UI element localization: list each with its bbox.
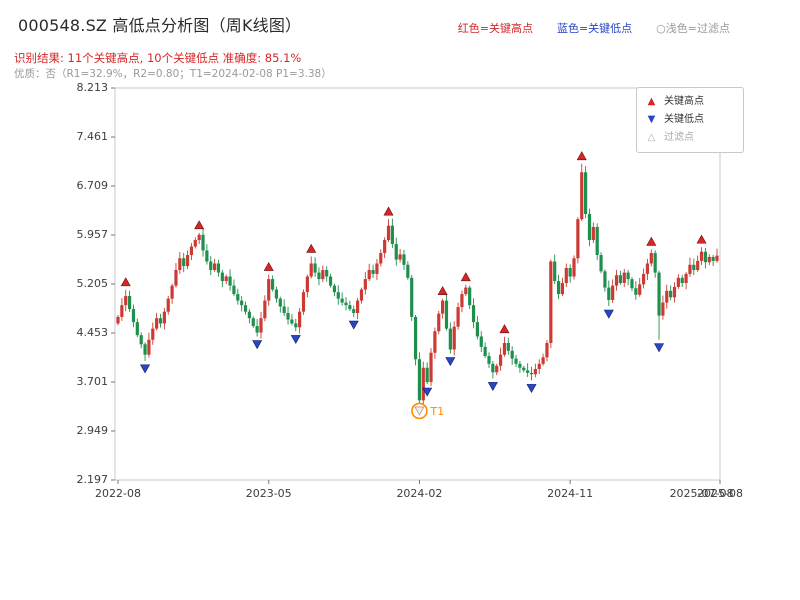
hollow-triangle-icon: △ [647, 132, 656, 143]
key-high-marker [646, 236, 657, 246]
key-high-marker [306, 243, 317, 253]
x-tick-label: 2025-07-08 [669, 487, 734, 500]
key-low-marker [654, 343, 665, 353]
x-tick-label: 2023-05 [245, 487, 292, 500]
y-tick-label: 5.957 [76, 228, 109, 241]
x-tick-label: 2024-02 [396, 487, 443, 500]
x-tick-label: 2024-11 [547, 487, 594, 500]
x-tick-label: 2022-08 [95, 487, 141, 500]
t1-highlight-circle [411, 402, 428, 420]
legend-item-label: 过滤点 [664, 132, 694, 143]
key-low-marker [348, 320, 359, 330]
key-low-marker [445, 357, 456, 367]
key-high-marker [576, 151, 587, 161]
y-tick-label: 6.709 [76, 179, 109, 192]
plot-legend: ▲ 关键高点 ▼ 关键低点 △ 过滤点 [636, 87, 744, 153]
key-high-marker [460, 272, 471, 282]
filtered-point-marker [414, 406, 425, 416]
legend-item-label: 关键高点 [664, 96, 704, 107]
y-tick-label: 4.453 [76, 326, 109, 339]
legend-item-label: 关键低点 [664, 114, 704, 125]
y-tick-label: 8.213 [76, 81, 109, 94]
t1-annotation-label: T1 [429, 405, 444, 418]
y-tick-label: 2.197 [76, 473, 109, 486]
key-low-marker [487, 382, 498, 392]
top-legend-filter-label: ○浅色=过滤点 [656, 22, 730, 35]
legend-item-filtered: △ 过滤点 [645, 129, 735, 147]
y-tick-label: 3.701 [76, 375, 109, 388]
page-title: 000548.SZ 高低点分析图（周K线图） [18, 16, 302, 35]
legend-item-key-low: ▼ 关键低点 [645, 111, 735, 129]
key-low-marker [290, 335, 301, 344]
top-legend-low-label: 蓝色=关键低点 [556, 22, 633, 35]
key-low-marker [526, 384, 537, 393]
key-high-marker [263, 262, 274, 271]
key-low-marker [422, 387, 433, 397]
y-tick-label: 2.949 [76, 424, 109, 437]
red-up-triangle-icon: ▲ [647, 96, 656, 107]
plot-frame [114, 87, 721, 481]
legend-item-key-high: ▲ 关键高点 [645, 93, 735, 111]
x-tick-label: 2025-08 [697, 487, 743, 500]
y-tick-label: 7.461 [76, 130, 109, 143]
blue-down-triangle-icon: ▼ [647, 114, 656, 125]
key-high-marker [194, 220, 205, 230]
key-high-marker [437, 286, 448, 295]
key-low-marker [252, 340, 263, 350]
key-high-marker [499, 324, 510, 334]
y-tick-label: 5.205 [76, 277, 109, 290]
key-low-marker [603, 309, 614, 319]
quality-line: 优质：否（R1=32.9%，R2=0.80；T1=2024-02-08 P1=3… [14, 68, 332, 80]
key-high-marker [120, 277, 131, 287]
key-high-marker [383, 206, 394, 216]
key-low-marker [140, 364, 151, 374]
key-high-marker [696, 234, 707, 244]
result-line: 识别结果: 11个关键高点, 10个关键低点 准确度: 85.1% [14, 51, 302, 65]
top-legend-high-label: 红色=关键高点 [457, 22, 533, 35]
top-legend: 红色=关键高点 蓝色=关键低点 ○浅色=过滤点 [458, 20, 730, 36]
